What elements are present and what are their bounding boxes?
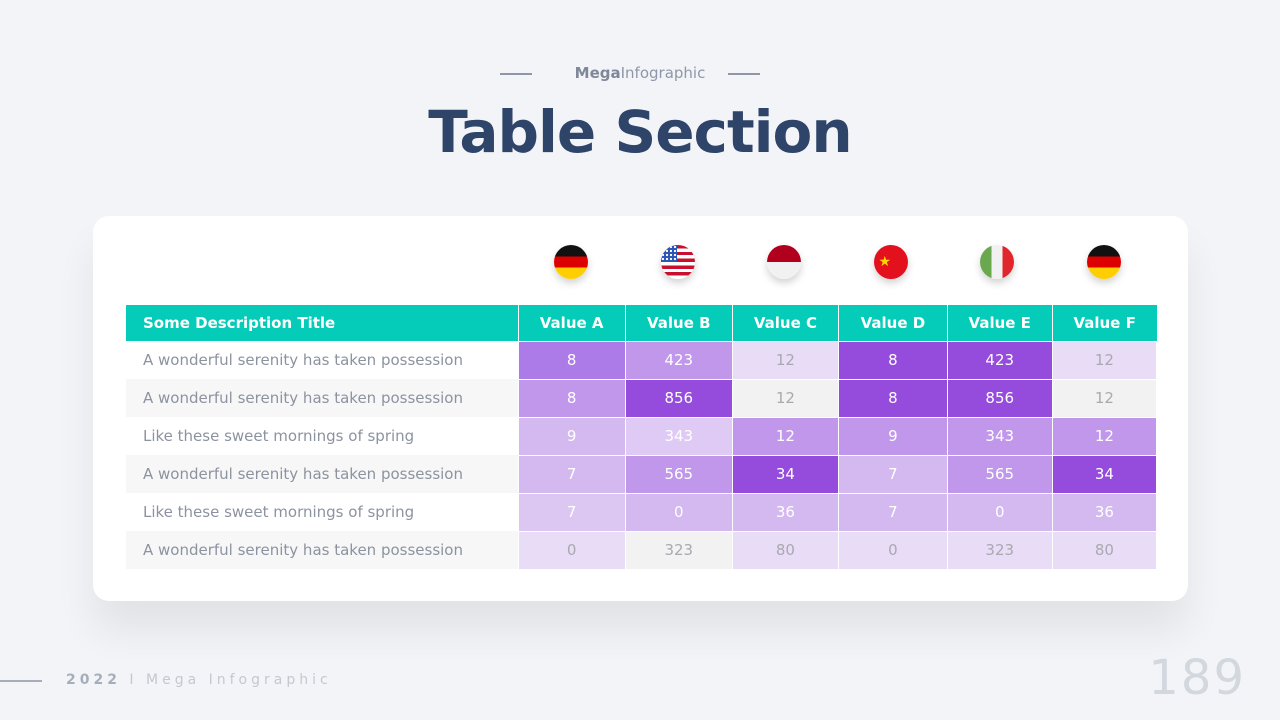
value-cell: 7 — [517, 492, 626, 532]
value-cell: 12 — [1051, 416, 1158, 456]
value-cell: 8 — [517, 378, 626, 418]
table-row: A wonderful serenity has taken possessio… — [126, 530, 1158, 570]
divider — [728, 73, 760, 75]
row-label: A wonderful serenity has taken possessio… — [126, 455, 518, 493]
data-table: Some Description Title Value A Value B Valu… — [126, 305, 1158, 570]
row-label: Like these sweet mornings of spring — [143, 427, 415, 445]
row-label: A wonderful serenity has taken possessio… — [143, 351, 463, 369]
column-header: Value A — [517, 305, 626, 341]
value-cell: 34 — [1051, 454, 1158, 494]
eyebrow-bold: Mega — [574, 64, 621, 82]
footer-text: 2022 I Mega Infographic — [66, 672, 332, 688]
row-label: A wonderful serenity has taken possessio… — [126, 379, 518, 417]
footer-year: 2022 — [66, 672, 121, 688]
italy-flag-icon — [980, 245, 1014, 279]
footer-line — [0, 680, 42, 682]
value-cell: 856 — [946, 378, 1053, 418]
table-row: A wonderful serenity has taken possessio… — [126, 340, 1158, 380]
china-flag-icon: ★ — [873, 245, 908, 279]
value-cell: 323 — [946, 530, 1053, 570]
table-row: A wonderful serenity has taken possessio… — [126, 378, 1158, 418]
value-cell: 34 — [731, 454, 840, 494]
usa-flag-icon — [660, 245, 695, 279]
value-cell: 0 — [624, 492, 733, 532]
value-cell: 8 — [517, 340, 626, 380]
value-cell: 323 — [624, 530, 733, 570]
value-cell: 9 — [517, 416, 626, 456]
value-cell: 423 — [946, 340, 1053, 380]
value-cell: 0 — [838, 530, 948, 570]
value-cell: 7 — [517, 454, 626, 494]
page-title: Table Section — [428, 98, 852, 166]
divider — [500, 73, 532, 75]
table-row: A wonderful serenity has taken possessio… — [126, 454, 1158, 494]
page-number: 189 — [1148, 650, 1246, 706]
value-cell: 343 — [946, 416, 1053, 456]
value-cell: 423 — [624, 340, 733, 380]
eyebrow: MegaInfographic — [0, 64, 1280, 82]
indonesia-flag-icon — [767, 245, 801, 279]
value-cell: 12 — [1051, 340, 1158, 380]
value-cell: 343 — [624, 416, 733, 456]
table-header-row: Some Description Title Value A Value B Valu… — [126, 305, 1157, 341]
value-cell: 7 — [838, 492, 948, 532]
column-header: Value D — [838, 305, 948, 341]
value-cell: 9 — [838, 416, 948, 456]
column-header: Value F — [1051, 305, 1157, 341]
value-cell: 12 — [731, 378, 840, 418]
value-cell: 856 — [624, 378, 733, 418]
germany-flag-icon — [554, 245, 588, 279]
eyebrow-rest: Infographic — [620, 64, 706, 82]
value-cell: 12 — [1051, 378, 1158, 418]
value-cell: 12 — [731, 416, 840, 456]
value-cell: 8 — [838, 378, 948, 418]
value-cell: 12 — [731, 340, 840, 380]
table-row: Like these sweet mornings of spring 9 343 1… — [126, 416, 1158, 456]
row-label: Like these sweet mornings of spring — [143, 503, 415, 521]
table-row: Like these sweet mornings of spring 7 0 36 7… — [126, 492, 1158, 532]
value-cell: 565 — [624, 454, 733, 494]
value-cell: 565 — [946, 454, 1053, 494]
column-header: Value B — [624, 305, 733, 341]
value-cell: 80 — [731, 530, 840, 570]
value-cell: 8 — [838, 340, 948, 380]
footer-brand: I Mega Infographic — [129, 672, 332, 688]
column-header: Value C — [731, 305, 839, 341]
value-cell: 36 — [731, 492, 840, 532]
column-header: Some Description Title — [126, 305, 518, 341]
column-header: Value E — [946, 305, 1053, 341]
germany-flag-icon — [1086, 245, 1121, 279]
row-label: A wonderful serenity has taken possessio… — [126, 531, 518, 569]
value-cell: 80 — [1051, 530, 1158, 570]
value-cell: 0 — [517, 530, 626, 570]
value-cell: 7 — [838, 454, 948, 494]
value-cell: 0 — [946, 492, 1053, 532]
value-cell: 36 — [1051, 492, 1158, 532]
